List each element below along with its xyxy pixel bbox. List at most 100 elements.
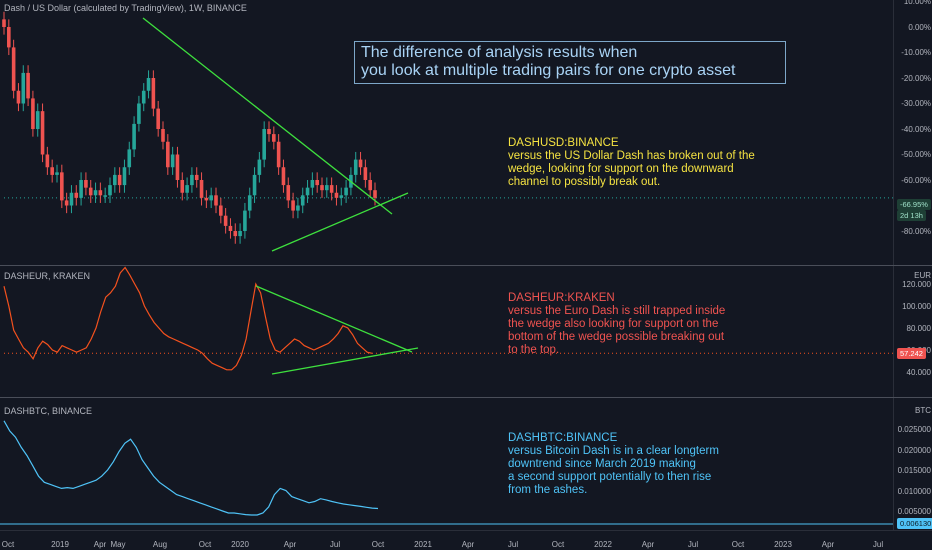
usd-candle-body bbox=[199, 180, 204, 198]
usd-axis-tick: -20.00% bbox=[901, 73, 931, 83]
usd-note[interactable]: DASHUSD:BINANCE versus the US Dollar Das… bbox=[508, 137, 755, 189]
usd-candle-body bbox=[257, 159, 262, 175]
headline-box[interactable]: The difference of analysis results when … bbox=[354, 41, 786, 84]
time-axis-tick: 2019 bbox=[51, 540, 69, 549]
usd-axis-tick: -60.00% bbox=[901, 175, 931, 185]
time-axis-tick: 2022 bbox=[594, 540, 612, 549]
usd-candle-body bbox=[93, 190, 98, 196]
time-axis-tick: Jul bbox=[329, 540, 341, 549]
usd-candle-body bbox=[353, 159, 358, 175]
btc-axis-tick: 0.005000 bbox=[897, 507, 931, 516]
usd-note-line-1: versus the US Dollar Dash has broken out… bbox=[508, 150, 755, 162]
usd-axis-tick: -80.00% bbox=[901, 226, 931, 236]
usd-candle-body bbox=[223, 215, 228, 226]
usd-axis-tick: -40.00% bbox=[901, 124, 931, 134]
usd-candle-body bbox=[276, 141, 281, 168]
btc-note-line-1: versus Bitcoin Dash is in a clear longte… bbox=[508, 445, 719, 457]
time-axis-separator bbox=[0, 530, 932, 531]
time-axis-tick: Aug bbox=[152, 540, 168, 549]
usd-candle-body bbox=[305, 187, 310, 196]
usd-candle-body bbox=[286, 185, 291, 201]
time-axis-tick: Apr bbox=[93, 540, 107, 549]
eur-last-value-tag: 57.242 bbox=[897, 348, 926, 359]
btc-price-line bbox=[3, 420, 379, 516]
usd-candle-body bbox=[233, 231, 238, 237]
usd-candle-body bbox=[35, 111, 40, 129]
usd-candle-body bbox=[373, 190, 377, 198]
usd-candle-body bbox=[315, 180, 319, 186]
usd-candle-body bbox=[103, 195, 107, 197]
usd-axis-tick: 10.00% bbox=[903, 0, 931, 6]
btc-axis-tick: 0.015000 bbox=[897, 466, 931, 475]
eur-line-chart bbox=[3, 266, 893, 375]
btc-axis-unit: BTC bbox=[915, 406, 931, 415]
usd-candle-body bbox=[127, 149, 132, 168]
btc-note-line-3: a second support potentially to then ris… bbox=[508, 471, 712, 483]
time-axis-tick: Jul bbox=[687, 540, 699, 549]
usd-candle-body bbox=[113, 174, 117, 186]
usd-candle-body bbox=[358, 159, 363, 168]
eur-axis-unit: EUR bbox=[914, 271, 931, 280]
usd-candle-body bbox=[2, 19, 6, 27]
usd-candle-body bbox=[84, 180, 88, 188]
time-axis-tick: Apr bbox=[821, 540, 835, 549]
btc-price-axis[interactable]: BTC 0.025000 0.020000 0.015000 0.010000 0.00… bbox=[893, 398, 932, 530]
btc-note[interactable]: DASHBTC:BINANCE versus Bitcoin Dash is i… bbox=[508, 432, 719, 497]
usd-candle-body bbox=[214, 195, 218, 206]
usd-candle-body bbox=[329, 185, 334, 193]
usd-candle-body bbox=[334, 192, 339, 198]
eur-note-line-1: versus the Euro Dash is still trapped in… bbox=[508, 305, 726, 317]
usd-candle-body bbox=[26, 72, 30, 99]
time-axis-tick: Oct bbox=[198, 540, 212, 549]
eur-note[interactable]: DASHEUR:KRAKEN versus the Euro Dash is s… bbox=[508, 292, 725, 357]
usd-candle-body bbox=[320, 185, 324, 191]
usd-candle-body bbox=[108, 185, 112, 196]
usd-axis-tick: -10.00% bbox=[901, 48, 931, 57]
time-axis-tick: Oct bbox=[551, 540, 565, 549]
time-axis[interactable]: Oct 2019 Apr May Aug Oct 2020 Apr Jul Oct 2021 Apr J… bbox=[0, 531, 893, 550]
usd-candle-body bbox=[363, 167, 368, 180]
time-axis-tick: Apr bbox=[461, 540, 475, 549]
usd-candle-body bbox=[98, 190, 103, 196]
usd-price-axis[interactable]: 10.00% 0.00% -10.00% -20.00% -30.00% -40.00% -… bbox=[893, 0, 932, 265]
usd-axis-tick: -30.00% bbox=[901, 99, 931, 108]
headline-line-2: you look at multiple trading pairs for o… bbox=[361, 62, 736, 79]
usd-candle-body bbox=[11, 47, 16, 91]
eur-pane-header: DASHEUR, KRAKEN bbox=[4, 271, 91, 281]
usd-countdown-tag: 2d 13h bbox=[897, 210, 926, 221]
time-axis-tick: Apr bbox=[641, 540, 655, 549]
time-axis-tick: Oct bbox=[731, 540, 745, 549]
usd-candle-body bbox=[60, 172, 64, 201]
usd-candle-body bbox=[21, 72, 26, 104]
eur-axis-tick: 100.000 bbox=[902, 302, 931, 311]
usd-candle-body bbox=[344, 187, 348, 196]
usd-candle-body bbox=[238, 231, 242, 237]
usd-candle-body bbox=[64, 200, 69, 206]
eur-price-line bbox=[3, 266, 373, 371]
btc-axis-tick: 0.025000 bbox=[897, 425, 931, 434]
usd-candle-body bbox=[368, 180, 372, 191]
usd-candle-body bbox=[190, 174, 194, 186]
usd-note-line-3: channel to possibly break out. bbox=[508, 176, 661, 188]
usd-candle-body bbox=[170, 154, 175, 168]
pane-separator[interactable] bbox=[0, 397, 932, 398]
usd-candle-body bbox=[156, 108, 160, 129]
time-axis-tick: 2023 bbox=[774, 540, 792, 549]
pane-separator[interactable] bbox=[0, 265, 932, 266]
time-axis-tick: 2020 bbox=[231, 540, 249, 549]
usd-candle-body bbox=[7, 27, 11, 48]
usd-candle-body bbox=[247, 195, 252, 211]
eur-axis-tick: 120.000 bbox=[902, 280, 931, 289]
usd-candle-body bbox=[300, 195, 305, 206]
btc-note-line-2: downtrend since March 2019 making bbox=[508, 458, 696, 470]
usd-candle-body bbox=[161, 129, 165, 142]
usd-candle-body bbox=[310, 180, 315, 188]
usd-candlestick-chart bbox=[2, 11, 893, 252]
btc-note-line-4: from the ashes. bbox=[508, 484, 588, 496]
time-axis-tick: May bbox=[110, 540, 126, 549]
time-axis-tick: Apr bbox=[283, 540, 297, 549]
usd-candle-body bbox=[69, 192, 74, 206]
btc-pane: DASHBTC, BINANCE bbox=[0, 398, 893, 530]
usd-candle-body bbox=[281, 167, 286, 186]
